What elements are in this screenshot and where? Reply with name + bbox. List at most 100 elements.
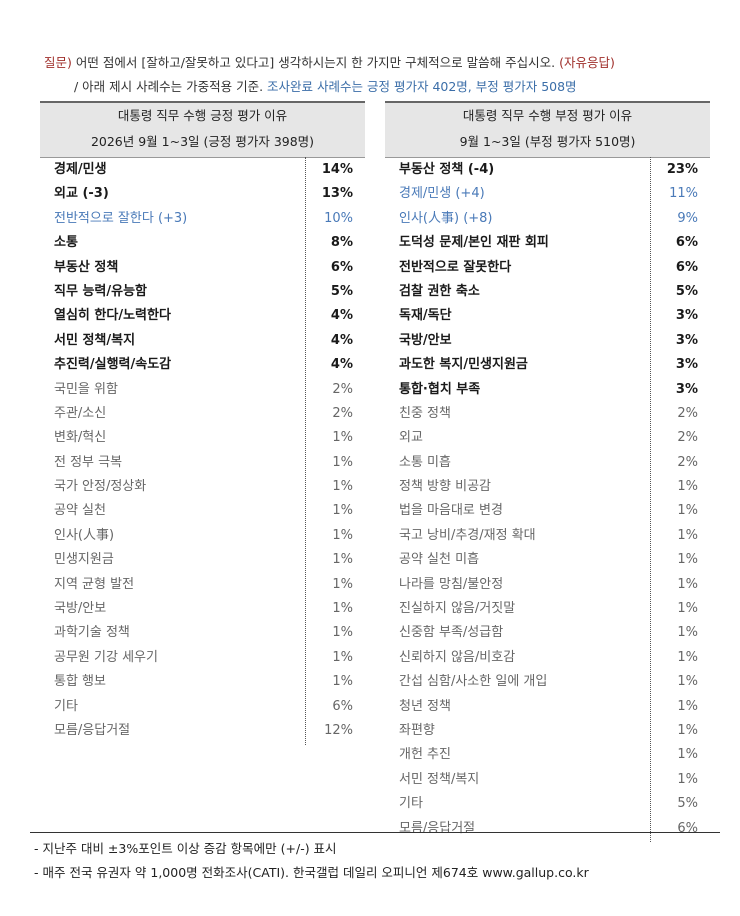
table-row: 법을 마음대로 변경 1% [385, 499, 710, 523]
table-row: 전 정부 극복 1% [40, 451, 365, 475]
row-value: 5% [677, 796, 698, 812]
column-separator [650, 157, 651, 843]
row-label: 추진력/실행력/속도감 [54, 357, 172, 373]
table-row: 좌편향 1% [385, 719, 710, 743]
table-row: 서민 정책/복지 4% [40, 329, 365, 353]
row-value: 2% [332, 381, 353, 397]
row-value: 6% [330, 259, 353, 275]
note-highlight: 조사완료 사례수는 긍정 평가자 402명, 부정 평가자 508명 [267, 79, 577, 94]
table-row: 친중 정책 2% [385, 402, 710, 426]
row-label: 인사(人事) (+8) [399, 210, 493, 226]
row-label: 나라를 망침/불안정 [399, 576, 504, 592]
row-label: 신뢰하지 않음/비호감 [399, 649, 516, 665]
row-value: 1% [332, 527, 353, 543]
row-label: 전반적으로 잘못한다 [399, 259, 512, 275]
row-label: 공무원 기강 세우기 [54, 649, 158, 665]
row-label: 인사(人事) [54, 527, 115, 543]
negative-table: 대통령 직무 수행 부정 평가 이유 9월 1~3일 (부정 평가자 510명) 부… [385, 101, 710, 843]
row-label: 민생지원금 [54, 552, 114, 568]
row-label: 소통 [54, 235, 78, 251]
table-row: 부동산 정책 6% [40, 256, 365, 280]
table-row: 국고 낭비/추경/재정 확대 1% [385, 524, 710, 548]
row-value: 1% [677, 771, 698, 787]
table-row: 간섭 심함/사소한 일에 개입 1% [385, 670, 710, 694]
row-value: 10% [324, 210, 353, 226]
row-label: 법을 마음대로 변경 [399, 503, 503, 519]
table-row: 외교 2% [385, 426, 710, 450]
row-value: 1% [332, 479, 353, 495]
table-row: 독재/독단 3% [385, 304, 710, 328]
row-label: 국고 낭비/추경/재정 확대 [399, 527, 536, 543]
row-label: 경제/민생 (+4) [399, 186, 485, 202]
table-row: 모름/응답거절 6% [385, 817, 710, 841]
table-row: 과도한 복지/민생지원금 3% [385, 353, 710, 377]
table-row: 변화/혁신 1% [40, 426, 365, 450]
row-value: 1% [677, 698, 698, 714]
table-header: 대통령 직무 수행 부정 평가 이유 9월 1~3일 (부정 평가자 510명) [385, 101, 710, 158]
footnote: - 매주 전국 유권자 약 1,000명 전화조사(CATI). 한국갤럽 데일… [34, 865, 589, 880]
table-row: 공약 실천 미흡 1% [385, 548, 710, 572]
table-row: 모름/응답거절 12% [40, 719, 365, 743]
table-row: 소통 8% [40, 231, 365, 255]
table-row: 국방/안보 1% [40, 597, 365, 621]
row-label: 통합·협치 부족 [399, 381, 481, 397]
row-value: 2% [677, 454, 698, 470]
row-value: 11% [669, 186, 698, 202]
row-label: 직무 능력/유능함 [54, 283, 147, 299]
note: / 아래 제시 사례수는 가중적용 기준. [74, 79, 264, 94]
row-label: 경제/민생 [54, 162, 107, 177]
table-row: 서민 정책/복지 1% [385, 768, 710, 792]
table-row: 국가 안정/정상화 1% [40, 475, 365, 499]
row-value: 23% [666, 162, 698, 177]
table-row: 인사(人事) 1% [40, 524, 365, 548]
row-value: 3% [675, 332, 698, 348]
row-label: 청년 정책 [399, 698, 451, 714]
row-value: 1% [332, 674, 353, 690]
row-label: 기타 [54, 698, 78, 714]
row-label: 전 정부 극복 [54, 454, 123, 470]
row-value: 3% [675, 308, 698, 324]
note-line: / 아래 제시 사례수는 가중적용 기준. 조사완료 사례수는 긍정 평가자 4… [74, 76, 577, 95]
row-label: 개헌 추진 [399, 747, 451, 763]
table-row: 전반적으로 잘못한다 6% [385, 256, 710, 280]
row-value: 14% [321, 162, 353, 177]
row-label: 검찰 권한 축소 [399, 283, 480, 299]
row-value: 1% [677, 674, 698, 690]
table-row: 민생지원금 1% [40, 548, 365, 572]
row-label: 공약 실천 미흡 [399, 552, 480, 568]
table-row: 도덕성 문제/본인 재판 회피 6% [385, 231, 710, 255]
row-label: 지역 균형 발전 [54, 576, 135, 592]
row-label: 모름/응답거절 [54, 722, 131, 738]
row-value: 4% [330, 332, 353, 348]
table-row: 청년 정책 1% [385, 695, 710, 719]
row-value: 1% [677, 552, 698, 568]
table-row: 지역 균형 발전 1% [40, 573, 365, 597]
table-row: 기타 5% [385, 792, 710, 816]
table-row: 공약 실천 1% [40, 499, 365, 523]
row-value: 5% [675, 283, 698, 299]
row-value: 1% [332, 552, 353, 568]
footnote: - 지난주 대비 ±3%포인트 이상 증감 항목에만 (+/-) 표시 [34, 841, 337, 856]
row-value: 6% [675, 235, 698, 251]
row-value: 1% [332, 430, 353, 446]
row-value: 6% [332, 698, 353, 714]
table-row: 열심히 한다/노력한다 4% [40, 304, 365, 328]
row-value: 1% [332, 649, 353, 665]
row-label: 간섭 심함/사소한 일에 개입 [399, 674, 548, 690]
row-value: 4% [330, 308, 353, 324]
row-label: 진실하지 않음/거짓말 [399, 601, 516, 617]
row-value: 12% [324, 722, 353, 738]
row-value: 1% [332, 625, 353, 641]
row-value: 1% [332, 454, 353, 470]
row-value: 3% [675, 357, 698, 373]
row-value: 1% [677, 601, 698, 617]
table-row: 나라를 망침/불안정 1% [385, 573, 710, 597]
table-row: 경제/민생 (+4) 11% [385, 182, 710, 206]
table-row: 통합 행보 1% [40, 670, 365, 694]
row-label: 전반적으로 잘한다 (+3) [54, 210, 188, 226]
table-row: 정책 방향 비공감 1% [385, 475, 710, 499]
row-value: 1% [677, 503, 698, 519]
row-label: 외교 [399, 430, 423, 446]
row-label: 공약 실천 [54, 503, 106, 519]
